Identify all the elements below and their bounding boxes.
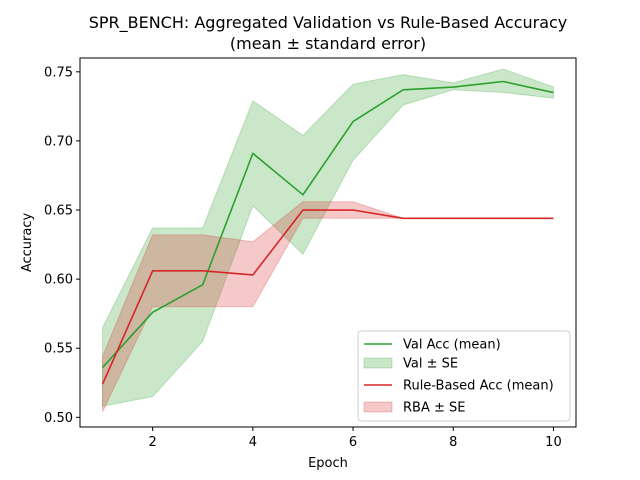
x-tick-label: 4	[249, 435, 257, 450]
chart-title: SPR_BENCH: Aggregated Validation vs Rule…	[89, 13, 568, 33]
x-tick-label: 8	[449, 435, 457, 450]
legend-swatch-val-band	[363, 357, 393, 369]
x-axis-ticks: 2 4 6 8 10	[149, 427, 562, 450]
legend: Val Acc (mean) Val ± SE Rule-Based Acc (…	[357, 330, 571, 422]
x-tick-label: 10	[545, 435, 562, 450]
series-line-0	[101, 80, 554, 369]
series-lines	[101, 80, 554, 385]
x-axis-label: Epoch	[308, 456, 348, 471]
legend-label-rba-line: Rule-Based Acc (mean)	[403, 379, 554, 394]
error-bands	[102, 68, 554, 413]
legend-swatch-rba-band	[363, 401, 393, 413]
legend-label-rba-band: RBA ± SE	[403, 401, 465, 416]
legend-box	[357, 330, 571, 422]
plot-frame	[79, 57, 577, 428]
legend-label-val-line: Val Acc (mean)	[403, 338, 501, 353]
y-tick-label: 0.55	[44, 342, 73, 357]
error-band-0	[102, 68, 554, 407]
series-line-1	[101, 209, 554, 385]
y-axis-ticks: 0.50 0.55 0.60 0.65 0.70 0.75	[44, 65, 80, 426]
chart-subtitle: (mean ± standard error)	[230, 34, 426, 53]
y-tick-label: 0.70	[44, 134, 73, 149]
y-axis-label: Accuracy	[20, 213, 35, 273]
x-tick-label: 2	[149, 435, 157, 450]
y-tick-label: 0.60	[44, 273, 73, 288]
x-tick-label: 6	[349, 435, 357, 450]
legend-label-val-band: Val ± SE	[403, 357, 458, 372]
y-tick-label: 0.50	[44, 411, 73, 426]
y-tick-label: 0.65	[44, 204, 73, 219]
y-tick-label: 0.75	[44, 65, 73, 80]
